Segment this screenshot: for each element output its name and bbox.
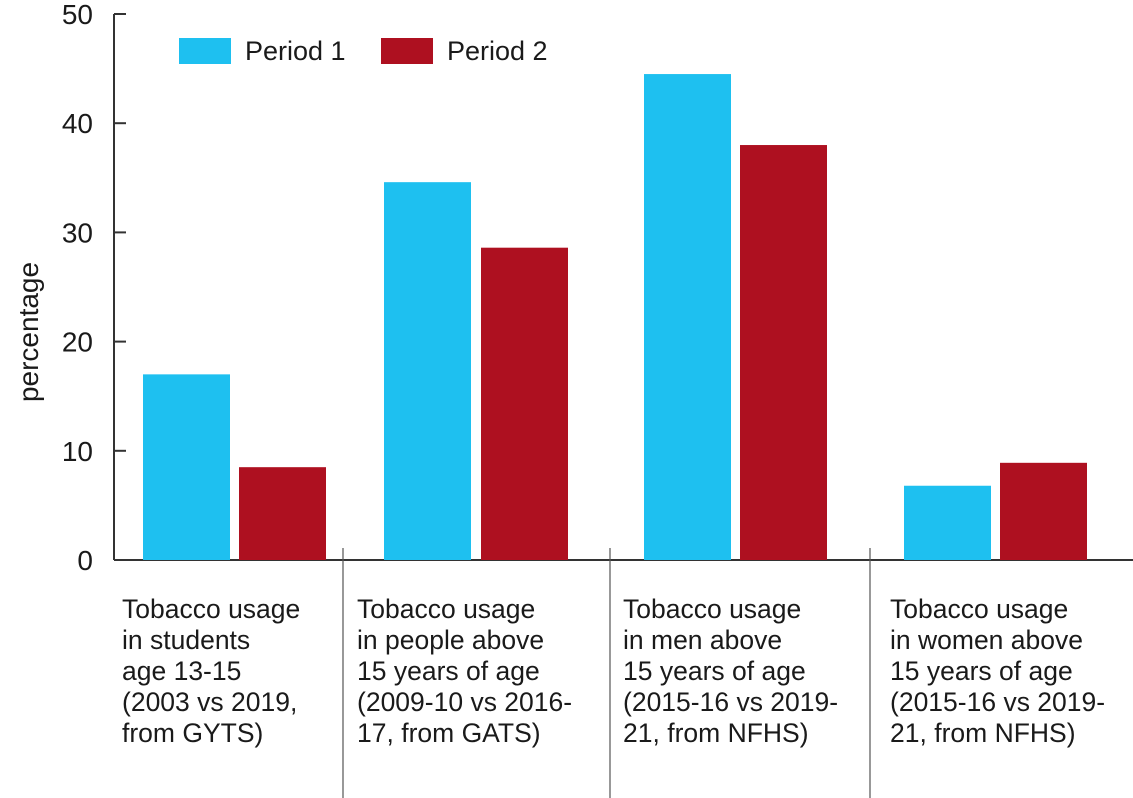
x-category-label: Tobacco usage in men above 15 years of age… — [623, 594, 838, 749]
x-category-label-line: Tobacco usage — [357, 594, 536, 624]
legend: Period 1 — [179, 36, 346, 66]
x-category-label-line: (2015-16 vs 2019- — [890, 687, 1106, 717]
y-tick-label: 0 — [77, 545, 93, 576]
x-category-label-line: 17, from GATS) — [357, 718, 541, 748]
x-category-label-line: (2015-16 vs 2019- — [623, 687, 839, 717]
x-category-label-line: age 13-15 — [122, 656, 242, 686]
legend-label-period-1: Period 1 — [245, 35, 346, 66]
y-tick-label: 40 — [62, 108, 93, 139]
x-category-label-line: 21, from NFHS) — [623, 718, 809, 748]
x-category-label-line: in students — [122, 625, 251, 655]
x-category-label-line: Tobacco usage — [890, 594, 1069, 624]
bar-period-1-cat-4 — [904, 485, 991, 560]
legend-2: Period 2 — [381, 36, 548, 66]
x-category-label-line: Tobacco usage — [122, 594, 301, 624]
legend-swatch-period-1 — [179, 38, 231, 64]
x-category-label: Tobacco usage in people above 15 years of … — [357, 594, 572, 749]
x-category-label-line: Tobacco usage — [623, 594, 802, 624]
x-category-label-line: 15 years of age — [890, 656, 1073, 686]
y-tick-label: 20 — [62, 327, 93, 358]
x-category-label-line: 15 years of age — [357, 656, 540, 686]
x-category-label-line: in people above — [357, 625, 545, 655]
y-axis-label: percentage — [13, 262, 44, 402]
x-category-label-line: in men above — [623, 625, 783, 655]
bar-period-1-cat-1 — [143, 374, 230, 560]
x-category-label-line: (2003 vs 2019, — [122, 687, 298, 717]
y-tick-label: 30 — [62, 217, 93, 248]
bar-period-1-cat-3 — [644, 74, 731, 560]
bar-period-2-cat-4 — [1000, 462, 1087, 560]
y-tick-label: 10 — [62, 436, 93, 467]
legend-label-period-2: Period 2 — [447, 35, 548, 66]
bar-period-2-cat-3 — [740, 145, 827, 561]
bar-period-1-cat-2 — [384, 182, 471, 560]
legend-swatch-period-2 — [381, 38, 433, 64]
x-category-label-line: from GYTS) — [122, 718, 264, 748]
bar-period-2-cat-1 — [239, 467, 326, 560]
bars — [143, 74, 1087, 561]
x-category-label: Tobacco usage in students age 13-15 (2003 v… — [122, 594, 300, 749]
x-category-label-line: in women above — [890, 625, 1083, 655]
y-tick-label: 50 — [62, 0, 93, 30]
x-category-label: Tobacco usage in women above 15 years of a… — [890, 594, 1105, 749]
x-category-label-line: 21, from NFHS) — [890, 718, 1076, 748]
x-category-label-line: 15 years of age — [623, 656, 806, 686]
y-axis: 0 10 20 30 40 50 — [62, 0, 126, 576]
bar-period-2-cat-2 — [481, 247, 568, 561]
x-category-label-line: (2009-10 vs 2016- — [357, 687, 573, 717]
